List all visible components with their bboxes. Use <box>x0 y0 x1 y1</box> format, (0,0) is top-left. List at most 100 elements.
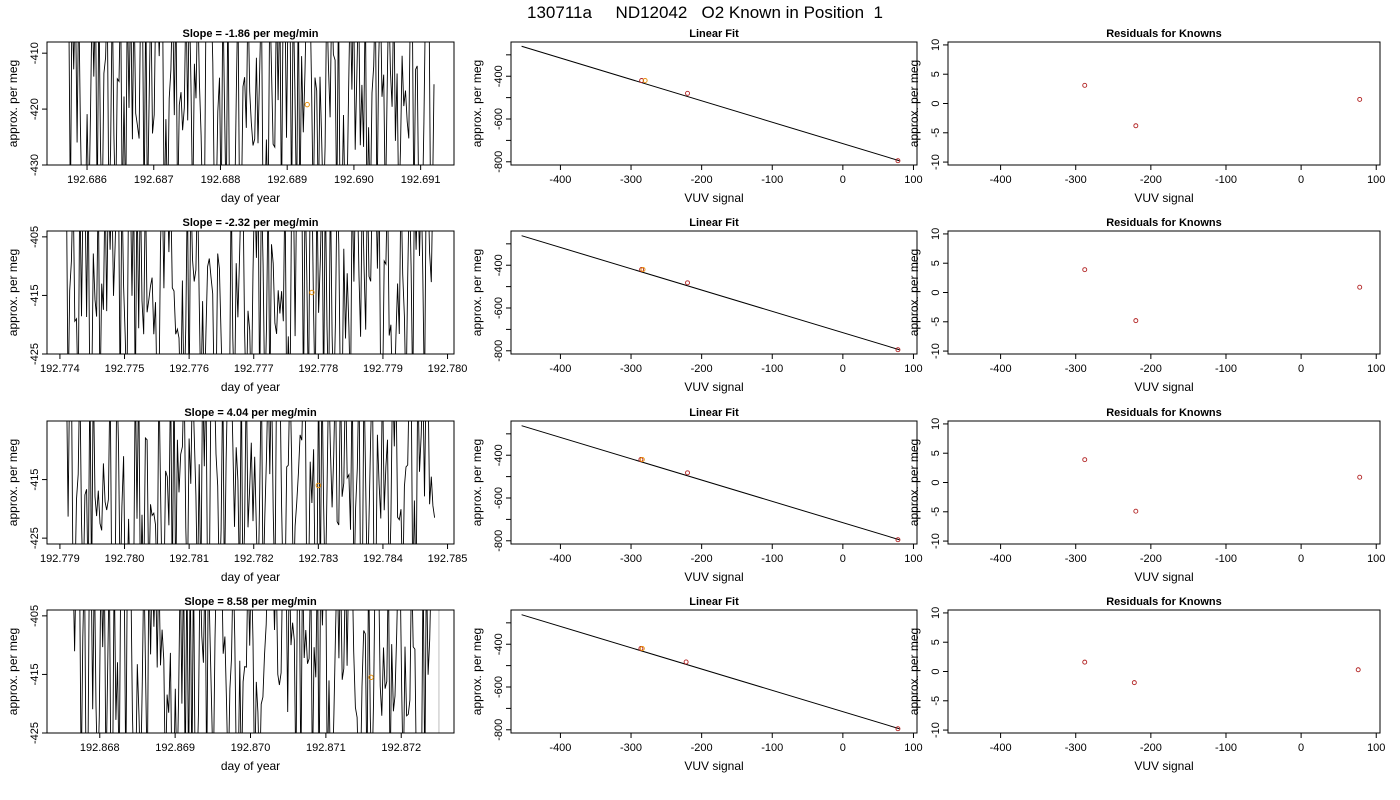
y-tick-label: -800 <box>493 719 505 741</box>
y-tick-label: -415 <box>29 284 41 306</box>
data-point <box>683 659 689 665</box>
panel-title: Linear Fit <box>689 596 739 608</box>
plot-area <box>521 614 901 732</box>
x-tick-label: -100 <box>1215 742 1237 754</box>
x-tick-label: -400 <box>549 553 571 565</box>
x-tick-label: -400 <box>549 363 571 375</box>
y-tick-label: -600 <box>493 676 505 698</box>
y-tick-label: -415 <box>29 663 41 685</box>
x-tick-label: 100 <box>1367 553 1385 565</box>
data-point <box>639 457 645 462</box>
x-tick-label: 192.781 <box>169 553 209 565</box>
plot-frame <box>510 420 918 545</box>
plot-frame <box>947 420 1381 545</box>
x-tick-label: 192.780 <box>105 553 145 565</box>
x-tick-label: -300 <box>1065 553 1087 565</box>
plot-area <box>1082 82 1363 129</box>
data-point <box>895 347 901 353</box>
x-axis-label: VUV signal <box>1134 759 1193 773</box>
y-tick-label: 10 <box>930 418 942 430</box>
data-point <box>1133 123 1139 129</box>
figure-title: 130711a ND12042 O2 Known in Position 1 <box>527 3 883 22</box>
x-tick-label: 100 <box>1367 174 1385 186</box>
panel-r2c3: Residuals for Knowns-400 -300 -200 -100 0 100… <box>907 217 1385 394</box>
x-axis-label: day of year <box>221 380 280 394</box>
x-tick-label: 192.785 <box>428 553 468 565</box>
x-tick-label: 0 <box>1298 174 1304 186</box>
x-tick-label: -200 <box>691 363 713 375</box>
x-tick-label: -100 <box>761 174 783 186</box>
y-axis-label: approx. per meg <box>470 439 484 526</box>
data-point <box>1082 659 1088 665</box>
highlight-point <box>368 674 374 681</box>
y-axis-label: approx. per meg <box>6 249 20 336</box>
plot-area <box>68 42 435 165</box>
x-tick-label: 192.779 <box>363 363 403 375</box>
x-tick-label: 192.774 <box>40 363 80 375</box>
x-tick-label: -200 <box>1140 174 1162 186</box>
x-tick-label: 0 <box>840 742 846 754</box>
x-tick-label: -300 <box>1065 363 1087 375</box>
x-axis-label: VUV signal <box>1134 570 1193 584</box>
y-tick-label: -10 <box>930 533 942 549</box>
panel-grid: Slope = -1.86 per meg/min 192.686 192.687 1… <box>6 28 1385 773</box>
y-axis-label: approx. per meg <box>470 249 484 336</box>
x-tick-label: 192.871 <box>306 742 346 754</box>
plot-frame <box>510 41 918 166</box>
x-tick-label: -300 <box>620 742 642 754</box>
x-tick-label: 192.868 <box>80 742 120 754</box>
y-tick-label: -405 <box>29 226 41 248</box>
panel-title: Slope = 8.58 per meg/min <box>184 596 317 608</box>
x-tick-label: 100 <box>904 174 922 186</box>
y-axis-label: approx. per meg <box>907 439 921 526</box>
panel-title: Slope = 4.04 per meg/min <box>184 407 317 419</box>
y-axis-label: approx. per meg <box>6 628 20 715</box>
x-tick-label: 192.870 <box>231 742 271 754</box>
plot-area <box>66 231 433 354</box>
data-point <box>1357 96 1363 102</box>
y-tick-label: -400 <box>493 65 505 87</box>
x-tick-label: 0 <box>840 174 846 186</box>
y-tick-label: -5 <box>930 128 942 138</box>
plot-area <box>1082 659 1361 686</box>
x-tick-label: -400 <box>549 742 571 754</box>
x-tick-label: -100 <box>761 363 783 375</box>
x-tick-label: 192.688 <box>201 174 241 186</box>
data-point <box>1357 284 1363 290</box>
x-tick-label: -300 <box>1065 742 1087 754</box>
fit-line <box>521 45 900 162</box>
y-tick-label: -600 <box>493 297 505 319</box>
x-tick-label: 192.690 <box>334 174 374 186</box>
x-tick-label: -200 <box>691 174 713 186</box>
x-axis-label: VUV signal <box>684 191 743 205</box>
data-point <box>895 537 901 543</box>
panel-r4c3: Residuals for Knowns-400 -300 -200 -100 0 100… <box>907 596 1385 773</box>
x-tick-label: 192.784 <box>363 553 403 565</box>
panel-r1c1: Slope = -1.86 per meg/min 192.686 192.687 1… <box>6 28 455 205</box>
data-point <box>640 267 646 272</box>
y-tick-label: -425 <box>29 527 41 549</box>
plot-area <box>521 425 901 543</box>
y-tick-label: -400 <box>493 254 505 276</box>
data-series-line <box>66 421 436 544</box>
x-axis-label: VUV signal <box>684 570 743 584</box>
y-tick-label: -800 <box>493 151 505 173</box>
panel-title: Residuals for Knowns <box>1106 217 1222 229</box>
panel-r2c2: Linear Fit -400 -300 -200 -100 0 100 -400 -600 -8… <box>470 217 923 394</box>
y-tick-label: 5 <box>930 71 942 77</box>
y-tick-label: -5 <box>930 507 942 517</box>
x-tick-label: 192.691 <box>401 174 441 186</box>
data-point <box>1133 508 1139 514</box>
data-point <box>1357 474 1363 480</box>
x-tick-label: 192.778 <box>298 363 338 375</box>
plot-frame <box>46 420 455 545</box>
plot-area <box>1082 457 1363 514</box>
y-tick-label: -5 <box>930 317 942 327</box>
x-tick-label: 192.686 <box>67 174 107 186</box>
x-axis-label: VUV signal <box>684 759 743 773</box>
x-tick-label: 192.776 <box>169 363 209 375</box>
x-tick-label: -100 <box>1215 174 1237 186</box>
x-tick-label: 192.872 <box>381 742 421 754</box>
data-point <box>1082 82 1088 88</box>
